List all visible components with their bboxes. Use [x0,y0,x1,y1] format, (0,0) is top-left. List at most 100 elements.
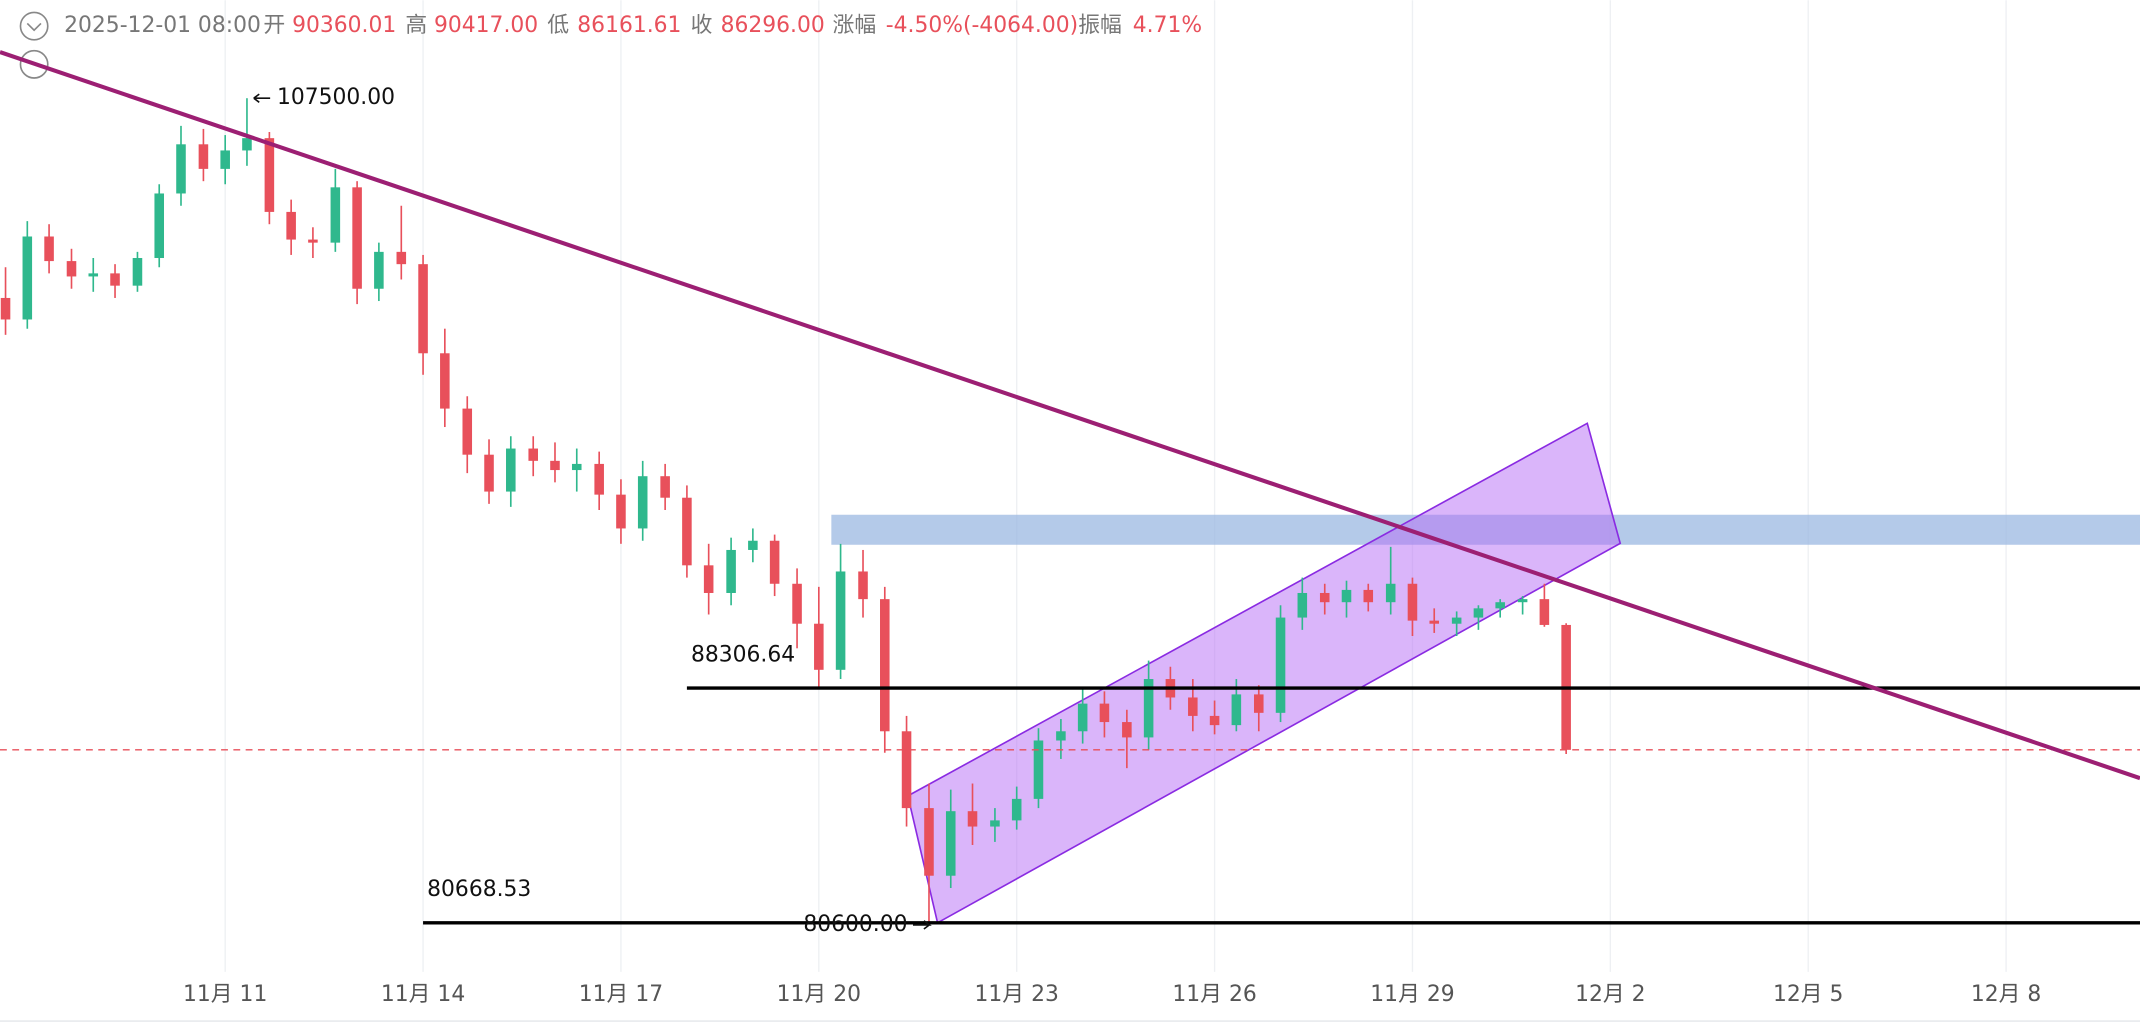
candle-body [308,239,318,243]
trendline [0,50,2140,781]
bottom-label: 80600.00 [803,912,907,937]
candle-body [1363,589,1374,603]
close-value: 86296.00 [721,13,825,38]
candle-body [286,211,296,240]
candle-body [44,236,54,262]
candle-body [769,540,780,584]
x-tick-label: 11月 23 [975,982,1059,1007]
candle-body [1451,617,1462,624]
candle-body [967,811,978,827]
candle-body [901,731,912,809]
candle-body [132,258,143,286]
candle-body [220,150,230,169]
candle-body [88,273,99,277]
candle-body [1517,599,1528,603]
x-tick-label: 11月 20 [777,982,861,1007]
candle-body [726,549,736,593]
candle-body [198,144,209,169]
candle-body [440,353,450,409]
candle-body [660,476,670,498]
candle-body [374,251,384,289]
candle-body [835,571,846,670]
candle-body [1011,798,1022,821]
candle-body [1209,715,1220,726]
candle-body [462,408,473,455]
candle-body [1473,608,1484,618]
candle-body [880,599,890,732]
peak-arrow [253,93,271,103]
header: 2025-12-01 08:00 开 90360.01 高 90417.00 低… [64,13,1202,38]
candle-body [22,236,33,320]
candle-body [814,623,824,670]
x-tick-label: 11月 26 [1172,982,1256,1007]
candle-body [352,187,362,289]
candle-body [1297,592,1308,618]
x-tick-label: 11月 17 [579,982,663,1007]
candle-body [154,193,165,259]
candle-body [924,808,934,876]
x-tick-label: 11月 14 [381,982,465,1007]
amplitude-label: 振幅 [1078,13,1122,38]
candle-body [0,297,11,320]
candle-body [1077,703,1088,732]
candle-body [990,820,1000,827]
candle-body [1539,599,1550,625]
candle-body [176,144,186,194]
candle-body [396,251,407,265]
candle-body [792,583,802,624]
open-label: 开 [263,13,285,38]
candle-body [945,811,956,876]
candle-body [1254,694,1264,713]
low-label: 低 [547,13,569,38]
candle-body [506,448,516,492]
candle-body [1385,583,1396,603]
x-tick-label: 11月 11 [183,982,267,1007]
x-tick-label: 11月 29 [1370,982,1454,1007]
candle-body [264,138,275,212]
open-value: 90360.01 [292,13,396,38]
candle-body [1341,589,1352,603]
candle-body [637,476,648,529]
close-label: 收 [691,13,713,38]
candle-body [1033,740,1044,799]
candle-body [66,261,77,277]
candle-body [1143,679,1154,738]
x-tick-label: 12月 2 [1575,982,1645,1007]
candle-body [1319,592,1330,603]
channel [906,422,1622,925]
candle-body [748,540,758,550]
change-label: 涨幅 [833,13,877,38]
candle-body [703,565,714,593]
candle-body [571,463,582,471]
high-value: 90417.00 [434,13,538,38]
candle-body [1275,617,1286,713]
x-tick-label: 12月 8 [1971,982,2041,1007]
level-label: 80668.53 [427,877,531,902]
low-value: 86161.61 [577,13,681,38]
high-label: 高 [405,13,427,38]
candle-body [1407,583,1418,621]
candle-body [110,273,120,286]
candle-body [528,448,538,461]
candle-body [1099,703,1110,723]
candle-body [550,460,560,471]
candle-body [594,463,604,495]
amplitude-value: 4.71% [1133,13,1202,38]
candle-body [682,497,692,566]
candle-body [1495,602,1505,609]
candle-body [418,264,428,354]
toolbar-icons[interactable] [19,11,49,79]
candle-body [484,454,494,492]
change-value: -4.50%(-4064.00) [886,13,1078,38]
candle-body [858,571,868,600]
candle-body [1231,694,1242,726]
level-label: 88306.64 [691,642,795,667]
candle-body [242,138,252,151]
candle-body [330,187,341,243]
x-tick-label: 12月 5 [1773,982,1843,1007]
candle-body [1188,697,1198,716]
candle-body [1429,620,1440,624]
